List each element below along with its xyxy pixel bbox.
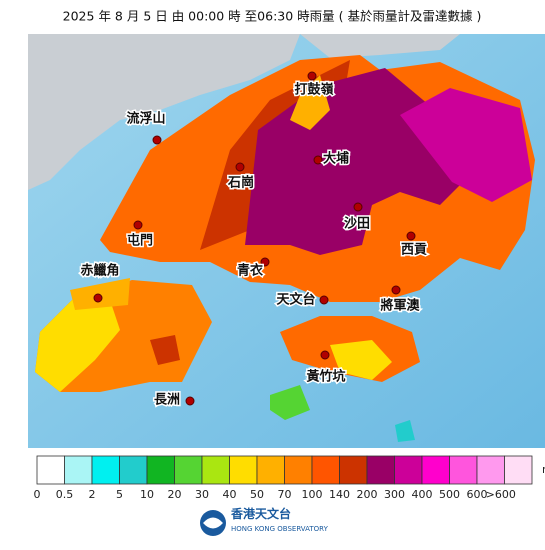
station-marker	[319, 295, 329, 305]
region-40	[330, 340, 392, 380]
station-marker	[307, 71, 317, 81]
place-label: 黃竹坑	[305, 369, 345, 385]
place-label: 青衣	[237, 263, 263, 279]
legend-label: 140	[329, 488, 350, 501]
legend-label: 5	[116, 488, 123, 501]
station-marker	[313, 155, 323, 165]
legend-swatch	[394, 455, 423, 485]
station-marker	[235, 162, 245, 172]
legend-label: 600	[467, 488, 488, 501]
station-marker	[185, 396, 195, 406]
legend-swatch	[229, 455, 258, 485]
legend-label: 40	[223, 488, 237, 501]
place-label: 屯門	[127, 233, 153, 249]
legend: 0 0.5 2 5 10 20 30 40 50 70 100 140 200 300 400 500 600>…	[34, 455, 545, 501]
legend-swatch	[449, 455, 478, 485]
legend-swatch	[339, 455, 368, 485]
legend-label: 30	[195, 488, 209, 501]
place-label: 赤鱲角	[80, 263, 119, 279]
logo-emblem	[203, 517, 223, 529]
legend-swatch	[504, 455, 533, 485]
legend-swatch	[91, 455, 120, 485]
station-marker	[391, 285, 401, 295]
legend-label: 2	[89, 488, 96, 501]
legend-label: 10	[140, 488, 154, 501]
station-marker	[353, 202, 363, 212]
legend-label: 400	[412, 488, 433, 501]
logo-english: HONG KONG OBSERVATORY	[231, 525, 329, 533]
legend-label: 0	[34, 488, 41, 501]
logo: 香港天文台 HONG KONG OBSERVATORY	[200, 506, 329, 536]
place-label: 沙田	[344, 217, 370, 232]
legend-swatch	[201, 455, 230, 485]
region-300	[400, 88, 532, 202]
station-marker	[260, 257, 270, 267]
lamma	[270, 385, 310, 420]
legend-label: 200	[357, 488, 378, 501]
station-marker	[133, 220, 143, 230]
legend-swatch	[119, 455, 148, 485]
legend-label: 300	[384, 488, 405, 501]
legend-label: 20	[168, 488, 182, 501]
legend-swatch	[146, 455, 175, 485]
station-marker	[93, 293, 103, 303]
station-marker	[152, 135, 162, 145]
region-40	[35, 300, 120, 392]
legend-swatch	[284, 455, 313, 485]
place-label: 流浮山	[126, 111, 165, 127]
legend-swatch	[36, 455, 65, 485]
legend-label: 50	[250, 488, 264, 501]
mainland	[28, 34, 300, 190]
legend-swatch	[64, 455, 93, 485]
station-marker	[406, 231, 416, 241]
mainland	[300, 34, 460, 58]
legend-label: 100	[302, 488, 323, 501]
region-140	[150, 335, 180, 365]
place-label: 長洲	[154, 393, 180, 408]
logo-name: 香港天文台	[230, 506, 291, 521]
legend-label: >600	[486, 488, 516, 501]
place-label: 天文台	[276, 292, 315, 308]
map	[28, 34, 545, 448]
legend-swatch	[476, 455, 505, 485]
place-label: 大埔	[323, 151, 349, 167]
islet	[395, 420, 415, 442]
legend-label: 0.5	[56, 488, 74, 501]
region-50	[290, 75, 330, 130]
place-label: 石崗	[227, 176, 254, 191]
legend-swatch	[311, 455, 340, 485]
place-label: 將軍澳	[380, 298, 420, 314]
map-title: 2025 年 8 月 5 日 由 00:00 時 至06:30 時雨量 ( 基於…	[63, 9, 482, 24]
legend-swatch	[366, 455, 395, 485]
legend-swatch	[174, 455, 203, 485]
legend-label: 70	[278, 488, 292, 501]
legend-label: 500	[439, 488, 460, 501]
legend-swatch	[421, 455, 450, 485]
place-label: 西貢	[401, 243, 427, 258]
legend-swatch	[256, 455, 285, 485]
station-marker	[320, 350, 330, 360]
legend-unit: mm	[542, 463, 545, 476]
place-label: 打鼓嶺	[294, 82, 333, 98]
